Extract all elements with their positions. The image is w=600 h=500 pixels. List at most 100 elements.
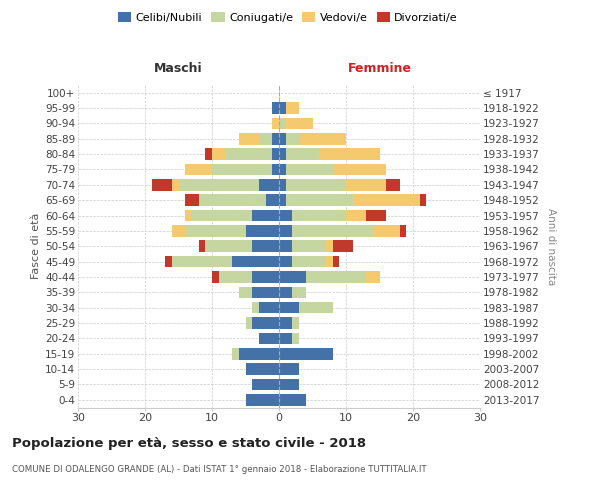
Bar [252, 210, 279, 222]
Bar [279, 164, 286, 175]
Bar [332, 256, 340, 268]
Legend: Celibi/Nubili, Coniugati/e, Vedovi/e, Divorziati/e: Celibi/Nubili, Coniugati/e, Vedovi/e, Di… [113, 8, 463, 28]
Bar [259, 179, 279, 190]
Bar [152, 179, 172, 190]
Text: Popolazione per età, sesso e stato civile - 2018: Popolazione per età, sesso e stato civil… [12, 438, 366, 450]
Bar [366, 210, 386, 222]
Bar [252, 302, 259, 314]
Bar [272, 148, 279, 160]
Bar [245, 318, 252, 329]
Bar [185, 210, 192, 222]
Bar [292, 286, 306, 298]
Bar [239, 348, 279, 360]
Bar [245, 225, 279, 236]
Bar [332, 240, 353, 252]
Bar [232, 348, 239, 360]
Bar [286, 194, 353, 206]
Y-axis label: Fasce di età: Fasce di età [31, 213, 41, 280]
Bar [252, 378, 279, 390]
Text: Maschi: Maschi [154, 62, 203, 76]
Bar [205, 148, 212, 160]
Bar [252, 271, 279, 282]
Bar [172, 179, 179, 190]
Bar [232, 256, 279, 268]
Bar [212, 271, 218, 282]
Bar [272, 102, 279, 114]
Bar [279, 133, 286, 144]
Bar [292, 332, 299, 344]
Bar [259, 133, 272, 144]
Bar [212, 148, 226, 160]
Bar [279, 364, 299, 375]
Y-axis label: Anni di nascita: Anni di nascita [546, 208, 556, 285]
Bar [279, 225, 292, 236]
Bar [172, 256, 232, 268]
Bar [212, 164, 272, 175]
Bar [252, 240, 279, 252]
Bar [292, 240, 326, 252]
Bar [266, 194, 279, 206]
Bar [252, 318, 279, 329]
Bar [252, 286, 279, 298]
Bar [226, 148, 272, 160]
Bar [292, 225, 373, 236]
Bar [185, 225, 245, 236]
Bar [199, 240, 205, 252]
Bar [286, 102, 299, 114]
Bar [239, 286, 252, 298]
Bar [279, 378, 299, 390]
Bar [165, 256, 172, 268]
Bar [292, 210, 346, 222]
Text: COMUNE DI ODALENGO GRANDE (AL) - Dati ISTAT 1° gennaio 2018 - Elaborazione TUTTI: COMUNE DI ODALENGO GRANDE (AL) - Dati IS… [12, 466, 427, 474]
Bar [259, 332, 279, 344]
Bar [286, 118, 313, 129]
Bar [366, 271, 380, 282]
Bar [286, 133, 299, 144]
Bar [279, 348, 332, 360]
Bar [286, 164, 332, 175]
Bar [279, 148, 286, 160]
Bar [279, 179, 286, 190]
Bar [373, 225, 400, 236]
Bar [192, 210, 252, 222]
Bar [279, 332, 292, 344]
Bar [306, 271, 366, 282]
Bar [326, 240, 332, 252]
Bar [259, 302, 279, 314]
Bar [245, 394, 279, 406]
Bar [279, 318, 292, 329]
Bar [299, 302, 332, 314]
Text: Femmine: Femmine [347, 62, 412, 76]
Bar [272, 118, 279, 129]
Bar [299, 133, 346, 144]
Bar [400, 225, 406, 236]
Bar [199, 194, 266, 206]
Bar [172, 225, 185, 236]
Bar [279, 286, 292, 298]
Bar [319, 148, 380, 160]
Bar [292, 318, 299, 329]
Bar [346, 179, 386, 190]
Bar [420, 194, 427, 206]
Bar [205, 240, 252, 252]
Bar [279, 394, 306, 406]
Bar [292, 256, 326, 268]
Bar [279, 271, 306, 282]
Bar [272, 133, 279, 144]
Bar [332, 164, 386, 175]
Bar [179, 179, 259, 190]
Bar [346, 210, 366, 222]
Bar [185, 164, 212, 175]
Bar [326, 256, 332, 268]
Bar [279, 210, 292, 222]
Bar [286, 148, 319, 160]
Bar [185, 194, 199, 206]
Bar [239, 133, 259, 144]
Bar [279, 256, 292, 268]
Bar [279, 302, 299, 314]
Bar [286, 179, 346, 190]
Bar [279, 118, 286, 129]
Bar [279, 102, 286, 114]
Bar [218, 271, 252, 282]
Bar [245, 364, 279, 375]
